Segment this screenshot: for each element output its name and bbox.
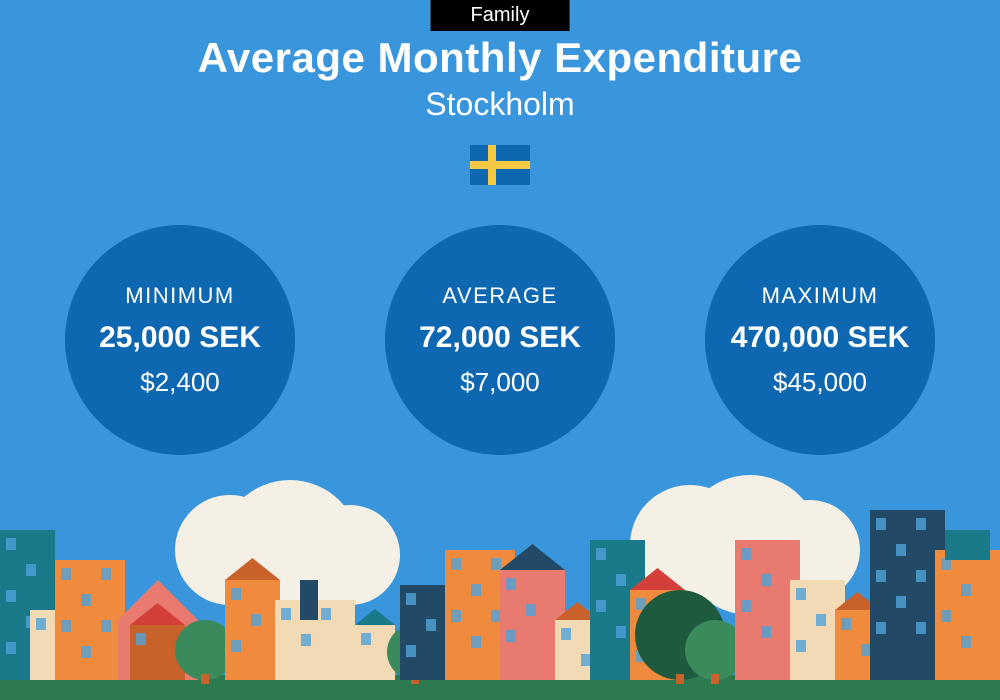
- stats-row: MINIMUM 25,000 SEK $2,400 AVERAGE 72,000…: [0, 225, 1000, 455]
- category-tag: Family: [431, 0, 570, 31]
- stat-label: MINIMUM: [125, 283, 234, 309]
- stat-value: 470,000 SEK: [731, 321, 909, 355]
- stat-usd: $2,400: [140, 367, 220, 398]
- page-subtitle: Stockholm: [0, 86, 1000, 123]
- stat-usd: $7,000: [460, 367, 540, 398]
- stat-circle-average: AVERAGE 72,000 SEK $7,000: [385, 225, 615, 455]
- page-title: Average Monthly Expenditure: [0, 34, 1000, 82]
- stat-circle-maximum: MAXIMUM 470,000 SEK $45,000: [705, 225, 935, 455]
- stat-label: AVERAGE: [442, 283, 557, 309]
- category-tag-text: Family: [471, 4, 530, 26]
- stat-label: MAXIMUM: [762, 283, 879, 309]
- stat-value: 25,000 SEK: [99, 321, 261, 355]
- stat-value: 72,000 SEK: [419, 321, 581, 355]
- stat-circle-minimum: MINIMUM 25,000 SEK $2,400: [65, 225, 295, 455]
- stat-usd: $45,000: [773, 367, 867, 398]
- flag-icon: [470, 145, 530, 185]
- cityscape-illustration: [0, 470, 1000, 700]
